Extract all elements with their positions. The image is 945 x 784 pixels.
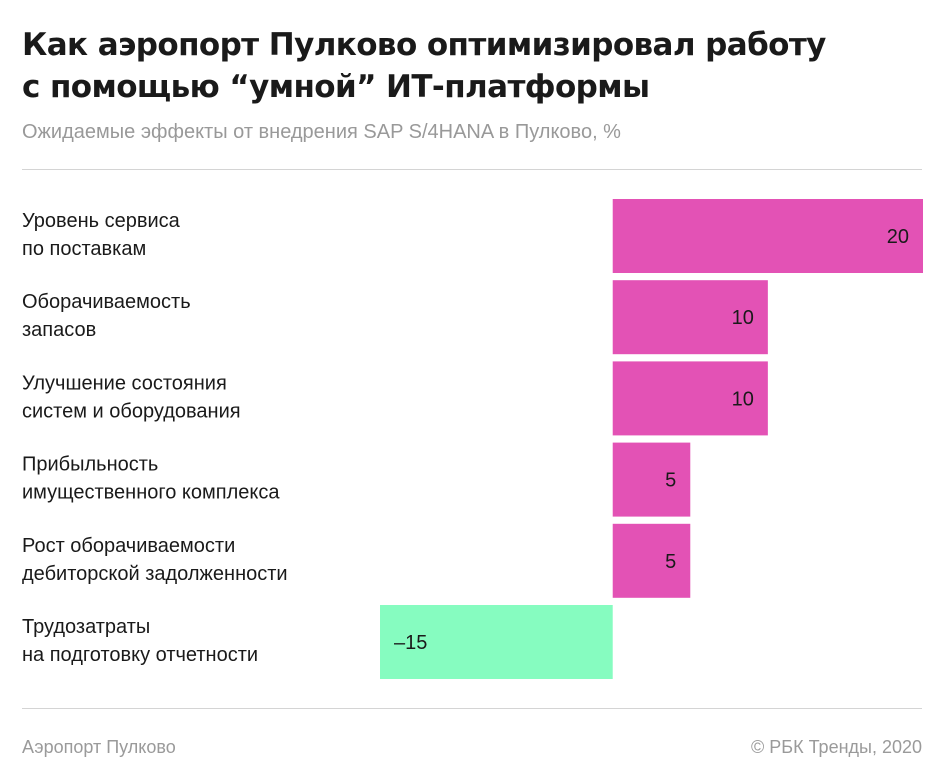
chart-subtitle: Ожидаемые эффекты от внедрения SAP S/4HA… — [22, 121, 621, 143]
value-label: 5 — [665, 470, 676, 492]
chart-title-line-2: с помощью “умной” ИТ-платформы — [22, 69, 650, 105]
bar-chart: Уровень сервиса по поставкам 20 Оборачиваем… — [22, 199, 923, 679]
value-label: 10 — [732, 307, 754, 329]
chart-title: Как аэропорт Пулково оптимизировал работ… — [22, 24, 922, 108]
bar — [380, 605, 613, 679]
bar — [612, 523, 691, 598]
source-note: Аэропорт Пулково — [22, 737, 176, 757]
value-label: 20 — [887, 226, 909, 248]
category-label: Прибыльность имущественного комплекса — [22, 454, 280, 504]
bottom-divider — [22, 708, 922, 709]
bar — [612, 280, 768, 355]
copyright-note: © РБК Тренды, 2020 — [751, 737, 922, 757]
category-label: Оборачиваемость запасов — [22, 291, 191, 341]
bar — [612, 361, 768, 436]
category-label: Рост оборачиваемости дебиторской задолжен… — [22, 535, 288, 585]
category-label: Улучшение состояния систем и оборудования — [22, 372, 241, 422]
category-label: Трудозатраты на подготовку отчетности — [22, 616, 258, 666]
value-label: –15 — [394, 632, 427, 654]
bar — [612, 442, 691, 517]
value-label: 5 — [665, 551, 676, 573]
category-label: Уровень сервиса по поставкам — [22, 210, 181, 260]
value-label: 10 — [732, 388, 754, 410]
top-divider — [22, 169, 922, 170]
chart-title-line-1: Как аэропорт Пулково оптимизировал работ… — [22, 27, 826, 63]
bar — [612, 199, 923, 273]
